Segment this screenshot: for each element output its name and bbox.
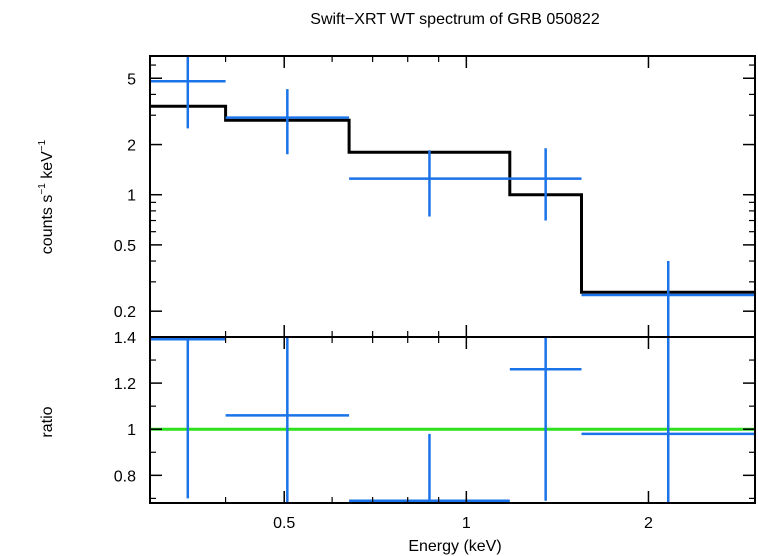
ratio-ytick-label-2: 1.2 <box>114 376 136 393</box>
ylabel-part-exp1: −1 <box>37 183 48 195</box>
chart-title: Swift−XRT WT spectrum of GRB 050822 <box>310 11 600 28</box>
ratio-ytick-label-3: 1.4 <box>114 330 136 347</box>
spectrum-ytick-label-4: 5 <box>127 71 136 88</box>
y-axis-label-ratio: ratio <box>39 406 56 437</box>
x-tick-label-1: 1 <box>462 515 471 532</box>
spectrum-ytick-label-2: 1 <box>127 188 136 205</box>
x-axis-label: Energy (keV) <box>408 538 501 555</box>
spectrum-model-step <box>150 104 755 294</box>
spectrum-ytick-label-1: 0.5 <box>114 238 136 255</box>
ylabel-part-counts: counts s <box>39 195 56 255</box>
spectrum-ytick-label-0: 0.2 <box>114 304 136 321</box>
y-axis-label-spectrum: counts s−1 keV−1 <box>37 139 56 254</box>
ratio-frame <box>149 336 756 504</box>
ratio-ytick-label-0: 0.8 <box>114 468 136 485</box>
spectrum-ytick-label-3: 2 <box>127 138 136 155</box>
ratio-ytick-label-1: 1 <box>127 422 136 439</box>
x-tick-label-2: 2 <box>644 515 653 532</box>
ylabel-part-kev: keV <box>39 151 56 183</box>
x-tick-label-0: 0.5 <box>273 515 295 532</box>
plot-layer: 0.2 0.5 1 2 5 0.8 1 1.2 1.4 0.5 1 2 <box>114 55 756 532</box>
ylabel-part-exp2: −1 <box>37 139 48 151</box>
